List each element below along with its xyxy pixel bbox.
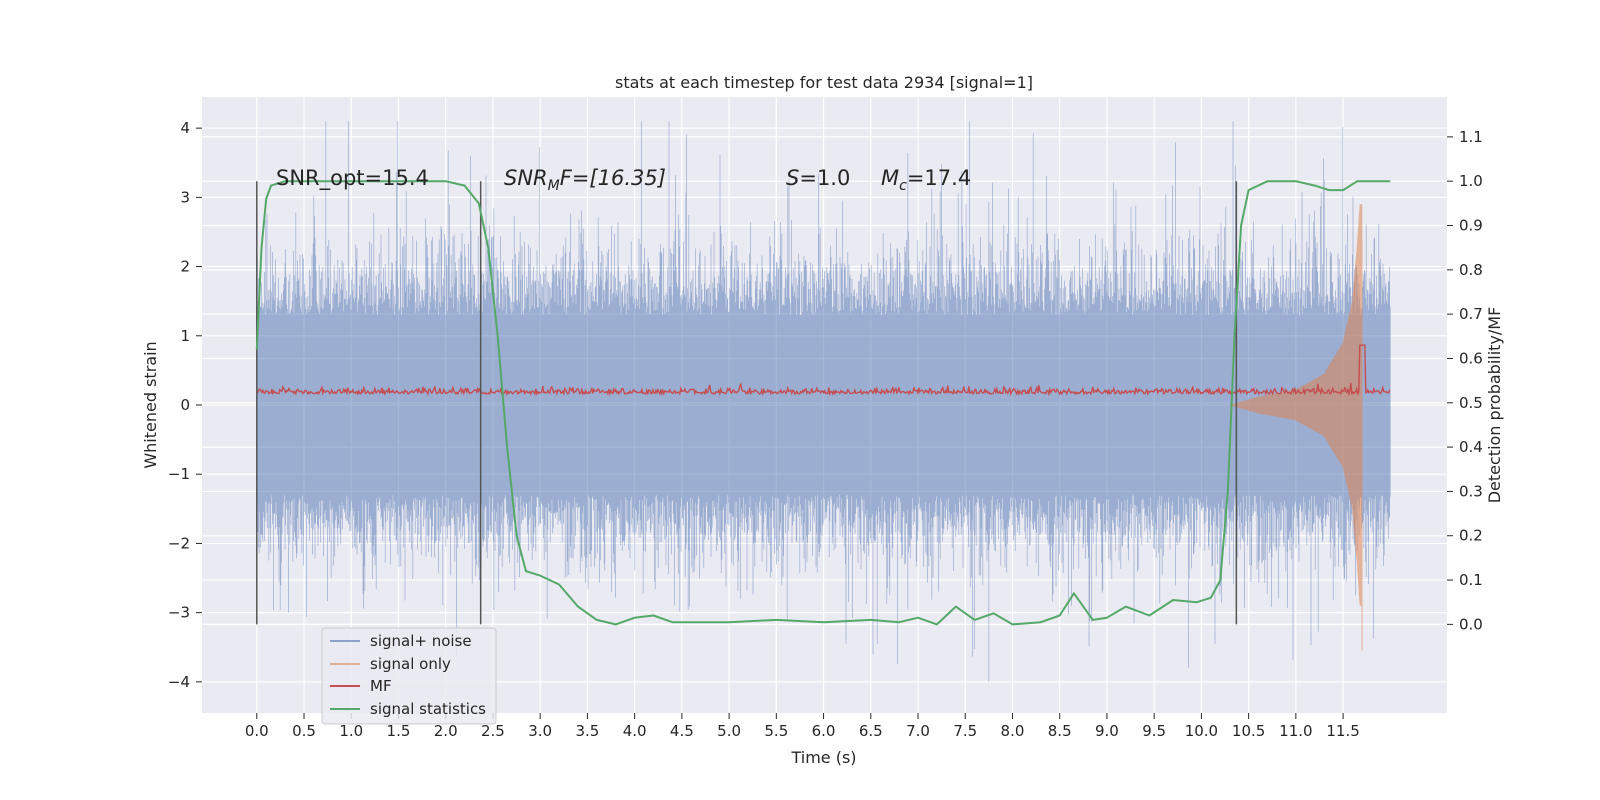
x-tick-label: 6.0 — [812, 722, 836, 740]
y-tick-label: −2 — [168, 534, 190, 552]
annotation-mc-val: =17.4 — [907, 166, 971, 190]
x-tick-label: 7.5 — [953, 722, 977, 740]
y-tick-label-right: 0.8 — [1459, 261, 1483, 279]
y-tick-label-right: 0.1 — [1459, 571, 1483, 589]
y-tick-label-right: 0.7 — [1459, 305, 1483, 323]
annotation-mc-sub: c — [899, 178, 907, 194]
x-tick-label: 9.0 — [1095, 722, 1119, 740]
x-tick-label: 0.0 — [245, 722, 269, 740]
legend-label-signal-noise: signal+ noise — [370, 632, 472, 650]
x-tick-label: 1.5 — [387, 722, 411, 740]
y-tick-label: −1 — [168, 465, 190, 483]
vertical-markers — [256, 181, 1238, 625]
annotation-s: S=1.0 — [786, 166, 850, 190]
y-tick-label-right: 0.9 — [1459, 217, 1483, 235]
chart-title: stats at each timestep for test data 293… — [615, 73, 1033, 92]
y-tick-label: 3 — [180, 188, 190, 206]
signal-only-line — [1229, 204, 1363, 651]
signal-statistics-line — [255, 180, 1391, 626]
legend-box — [321, 627, 497, 725]
y-tick-label: −3 — [168, 604, 190, 622]
x-tick-label: 4.5 — [670, 722, 694, 740]
x-tick-label: 6.5 — [859, 722, 883, 740]
legend-label-signal-only: signal only — [370, 655, 451, 673]
series-signal-statistics — [255, 180, 1391, 626]
x-tick-label: 11.5 — [1326, 722, 1359, 740]
annotation-snr-mf-sym: SNR — [504, 166, 548, 190]
x-tick-label: 2.5 — [481, 722, 505, 740]
x-axis-label: Time (s) — [790, 748, 856, 767]
x-tick-label: 1.0 — [339, 722, 363, 740]
y-tick-label: 2 — [180, 258, 190, 276]
mf-line — [256, 344, 1391, 397]
series-signal-only — [1229, 204, 1363, 651]
annotation-s-val: =1.0 — [799, 166, 850, 190]
x-tick-label: 5.5 — [764, 722, 788, 740]
x-tick-label: 5.0 — [717, 722, 741, 740]
annotation-snr-mf: SNRMF=[16.35] — [504, 166, 666, 194]
y-tick-label-right: 0.5 — [1459, 394, 1483, 412]
x-tick-label: 3.0 — [528, 722, 552, 740]
y-tick-label-right: 0.4 — [1459, 438, 1483, 456]
annotation-mc-sym: M — [881, 166, 899, 190]
x-tick-label: 11.0 — [1279, 722, 1312, 740]
y-tick-label: 4 — [180, 119, 190, 137]
legend: signal+ noise signal only MF signal stat… — [321, 627, 497, 725]
x-tick-label: 7.0 — [906, 722, 930, 740]
y-tick-label-right: 0.3 — [1459, 482, 1483, 500]
legend-label-signal-statistics: signal statistics — [370, 700, 486, 718]
x-tick-label: 10.5 — [1232, 722, 1265, 740]
x-tick-label: 3.5 — [575, 722, 599, 740]
x-tick-label: 8.5 — [1048, 722, 1072, 740]
y-tick-label-right: 1.1 — [1459, 128, 1483, 146]
y-tick-label-right: 0.2 — [1459, 527, 1483, 545]
y-tick-label-right: 0.6 — [1459, 349, 1483, 367]
annotation-snr-mf-sub: M — [548, 178, 560, 194]
y-tick-label: 0 — [180, 396, 190, 414]
x-tick-label: 8.0 — [1001, 722, 1025, 740]
legend-label-mf: MF — [370, 677, 392, 695]
x-tick-label: 10.0 — [1185, 722, 1218, 740]
y-tick-label-right: 1.0 — [1459, 172, 1483, 190]
annotation-mc: Mc=17.4 — [881, 166, 971, 194]
x-tick-label: 0.5 — [292, 722, 316, 740]
annotation-s-sym: S — [786, 166, 799, 190]
y-tick-label-right: 0.0 — [1459, 615, 1483, 633]
annotation-snr-opt: SNR_opt=15.4 — [276, 166, 429, 191]
y-axis-label: Whitened strain — [141, 341, 160, 468]
x-tick-label: 9.5 — [1142, 722, 1166, 740]
y-tick-label: −4 — [168, 673, 190, 691]
annotation-snr-mf-rest: F=[16.35] — [560, 166, 666, 190]
y-tick-label: 1 — [180, 327, 190, 345]
series-mf — [256, 344, 1391, 397]
axis-ticks: 0.0 0.5 1.0 1.5 2.0 2.5 3.0 3.5 4.0 4.5 5.0 5.5 6.0 6… — [168, 119, 1483, 740]
x-tick-label: 2.0 — [434, 722, 458, 740]
y-axis-label-right: Detection probability/MF — [1485, 307, 1504, 504]
x-tick-label: 4.0 — [623, 722, 647, 740]
